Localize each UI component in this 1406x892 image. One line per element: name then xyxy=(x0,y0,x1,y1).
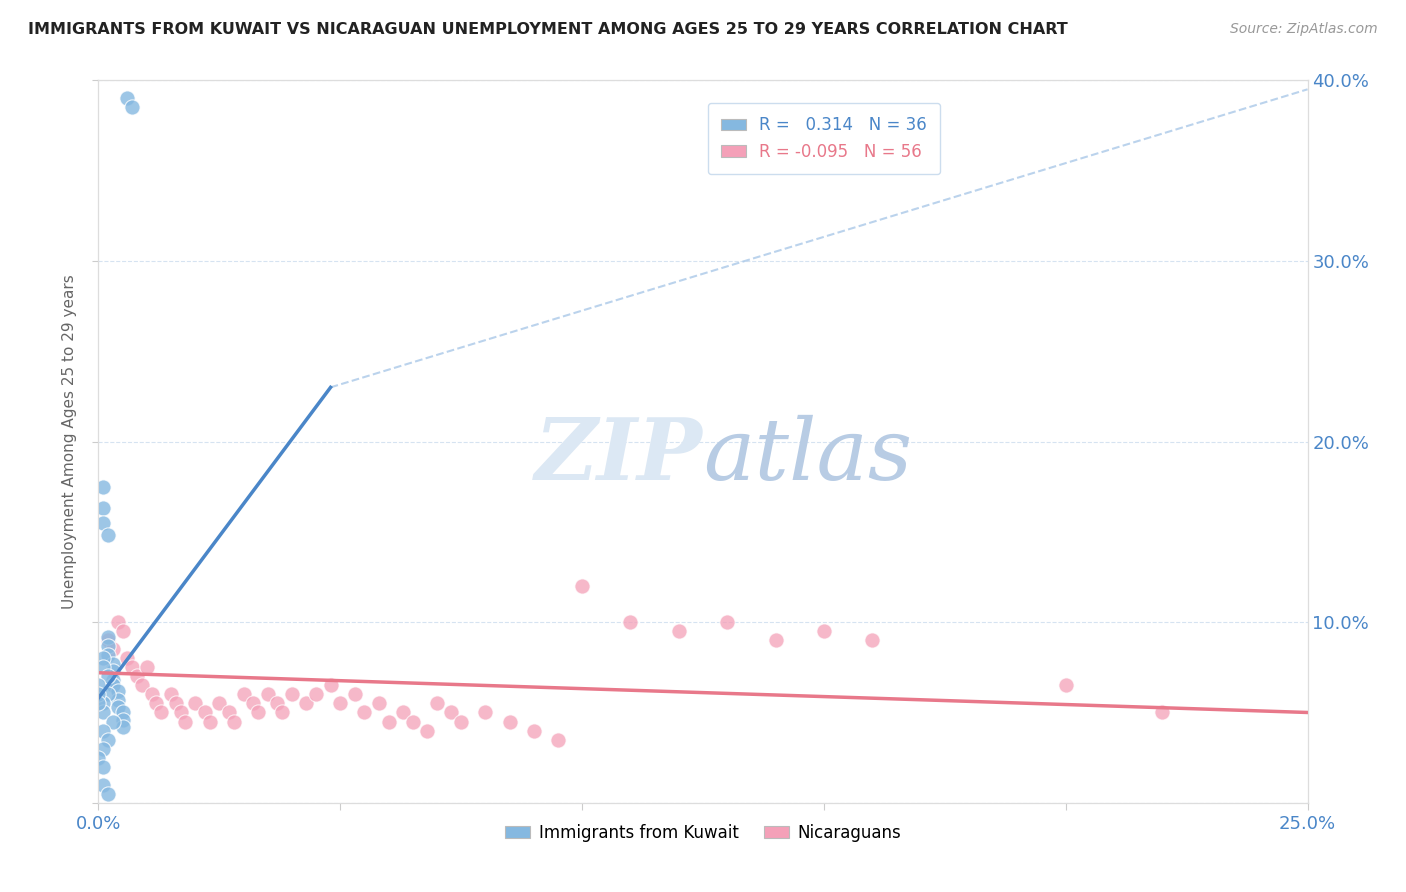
Point xyxy=(91,760,114,774)
Point xyxy=(97,648,120,662)
Point xyxy=(523,723,546,738)
Point xyxy=(97,528,120,542)
Point xyxy=(117,651,139,665)
Point xyxy=(184,697,207,711)
Point xyxy=(101,642,124,657)
Point xyxy=(402,714,425,729)
Point xyxy=(97,633,120,648)
Point xyxy=(97,669,120,683)
Point xyxy=(392,706,415,720)
Point xyxy=(91,723,114,738)
Point xyxy=(256,687,278,701)
Point xyxy=(141,687,163,701)
Point xyxy=(1054,678,1077,692)
Point xyxy=(242,697,264,711)
Point xyxy=(319,678,342,692)
Point xyxy=(101,678,124,692)
Point xyxy=(813,624,835,639)
Point xyxy=(107,700,129,714)
Point xyxy=(716,615,738,630)
Point xyxy=(121,660,143,674)
Point xyxy=(474,706,496,720)
Point xyxy=(271,706,294,720)
Text: atlas: atlas xyxy=(703,415,912,498)
Point xyxy=(111,720,134,734)
Point xyxy=(860,633,883,648)
Point xyxy=(91,660,114,674)
Point xyxy=(145,697,167,711)
Point xyxy=(107,683,129,698)
Point xyxy=(498,714,520,729)
Point xyxy=(111,706,134,720)
Point xyxy=(232,687,254,701)
Point xyxy=(174,714,197,729)
Point xyxy=(305,687,328,701)
Point xyxy=(107,615,129,630)
Point xyxy=(87,697,110,711)
Point xyxy=(426,697,449,711)
Point xyxy=(101,657,124,671)
Point xyxy=(107,693,129,707)
Legend: Immigrants from Kuwait, Nicaraguans: Immigrants from Kuwait, Nicaraguans xyxy=(499,817,907,848)
Text: ZIP: ZIP xyxy=(536,414,703,498)
Point xyxy=(91,516,114,530)
Point xyxy=(368,697,391,711)
Point xyxy=(117,91,139,105)
Point xyxy=(619,615,641,630)
Point xyxy=(668,624,690,639)
Point xyxy=(91,741,114,756)
Point xyxy=(111,624,134,639)
Point xyxy=(247,706,270,720)
Point xyxy=(91,706,114,720)
Point xyxy=(91,697,114,711)
Point xyxy=(194,706,217,720)
Point xyxy=(416,723,439,738)
Point xyxy=(165,697,187,711)
Point xyxy=(266,697,288,711)
Point xyxy=(97,787,120,801)
Point xyxy=(281,687,304,701)
Point xyxy=(121,100,143,114)
Point xyxy=(101,664,124,678)
Point xyxy=(295,697,318,711)
Y-axis label: Unemployment Among Ages 25 to 29 years: Unemployment Among Ages 25 to 29 years xyxy=(62,274,77,609)
Point xyxy=(127,669,149,683)
Point xyxy=(160,687,183,701)
Point xyxy=(169,706,191,720)
Point xyxy=(87,678,110,692)
Point xyxy=(111,713,134,727)
Point xyxy=(198,714,221,729)
Point xyxy=(131,678,153,692)
Point xyxy=(101,673,124,687)
Point xyxy=(571,579,593,593)
Point xyxy=(329,697,352,711)
Point xyxy=(91,778,114,792)
Point xyxy=(765,633,787,648)
Point xyxy=(450,714,472,729)
Text: Source: ZipAtlas.com: Source: ZipAtlas.com xyxy=(1230,22,1378,37)
Point xyxy=(87,750,110,764)
Point xyxy=(97,732,120,747)
Point xyxy=(377,714,399,729)
Point xyxy=(547,732,569,747)
Point xyxy=(97,639,120,653)
Point xyxy=(91,651,114,665)
Point xyxy=(101,714,124,729)
Point xyxy=(135,660,157,674)
Point xyxy=(91,501,114,516)
Point xyxy=(218,706,240,720)
Point xyxy=(97,687,120,701)
Text: IMMIGRANTS FROM KUWAIT VS NICARAGUAN UNEMPLOYMENT AMONG AGES 25 TO 29 YEARS CORR: IMMIGRANTS FROM KUWAIT VS NICARAGUAN UNE… xyxy=(28,22,1069,37)
Point xyxy=(1152,706,1174,720)
Point xyxy=(150,706,173,720)
Point xyxy=(91,480,114,494)
Point xyxy=(222,714,245,729)
Point xyxy=(353,706,375,720)
Point xyxy=(87,687,110,701)
Point xyxy=(208,697,231,711)
Point xyxy=(343,687,366,701)
Point xyxy=(97,630,120,644)
Point xyxy=(440,706,463,720)
